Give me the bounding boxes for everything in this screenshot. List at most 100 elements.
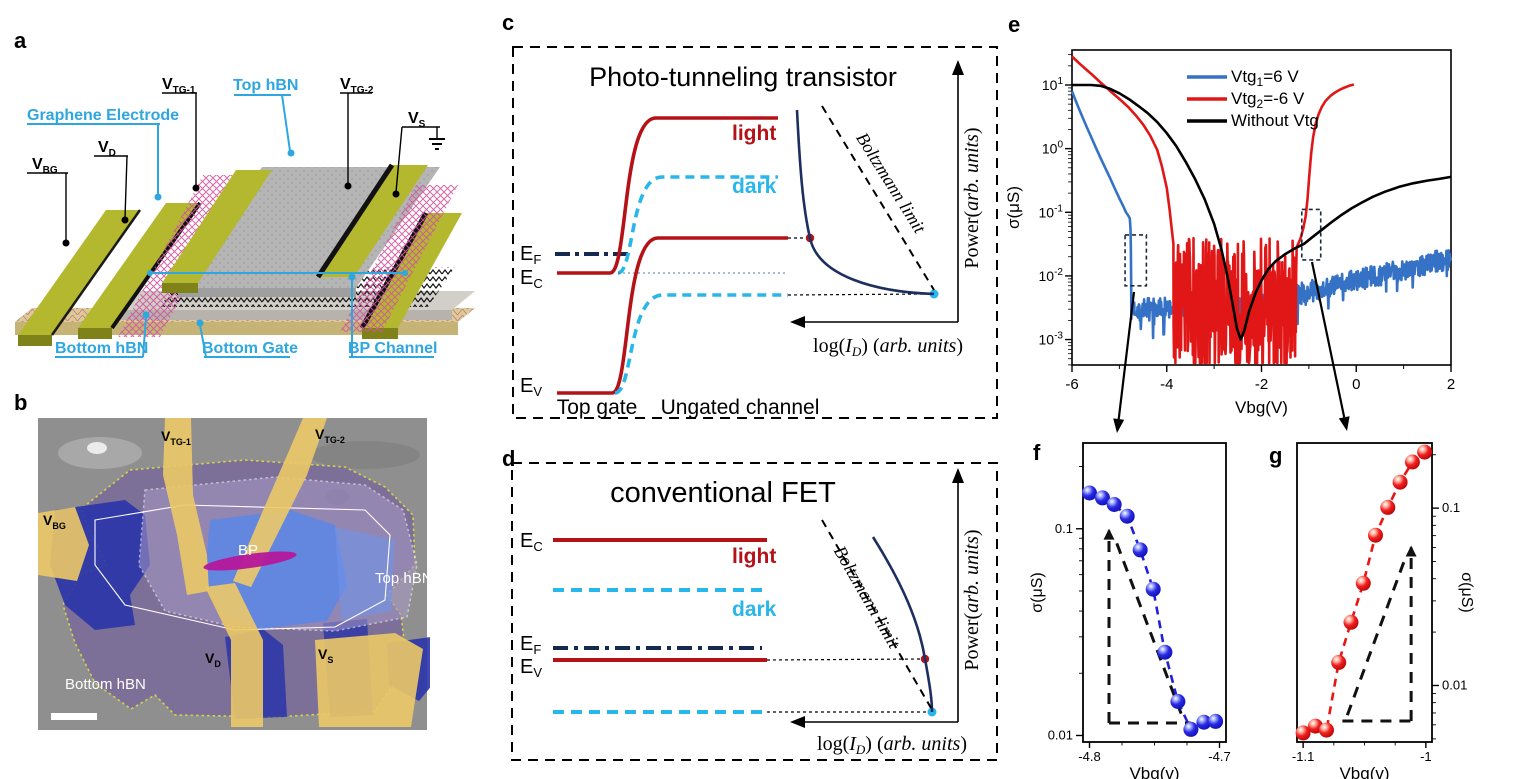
bp-pointer-dot-left xyxy=(147,270,153,276)
vtg2-strip xyxy=(233,418,327,587)
vbg-electrode-front xyxy=(18,335,52,346)
top-gate-region-label: Top gate xyxy=(557,396,638,419)
valence-dark-curve xyxy=(614,293,788,395)
conduction-light-curve xyxy=(557,116,778,275)
vbg-electrode xyxy=(18,210,140,335)
f-data-point xyxy=(1132,542,1148,558)
b-vd-label: VD xyxy=(205,650,221,669)
f-data-point xyxy=(1208,713,1224,729)
d-power-axis-arrow xyxy=(952,468,964,483)
g-data-point xyxy=(1417,444,1433,460)
e-x-tick-label: -4 xyxy=(1160,376,1173,393)
vbg-label: VBG xyxy=(32,156,58,176)
f-y-tick-label: 0.1 xyxy=(1055,521,1073,536)
top-hbn-label: Top hBN xyxy=(233,77,298,94)
panel-c-title: Photo-tunneling transistor xyxy=(589,62,897,92)
g-data-point xyxy=(1343,614,1359,630)
vd-electrode xyxy=(78,203,200,328)
c-light-label: light xyxy=(732,122,776,145)
ec-label: EC xyxy=(520,267,543,291)
b-vtg2-label: VTG-2 xyxy=(315,426,345,445)
vtg1-label: VTG-1 xyxy=(162,76,196,96)
bottom-hbn-label: Bottom hBN xyxy=(55,340,148,357)
g-y-tick-label: 0.1 xyxy=(1442,500,1460,515)
g-x-axis-label: Vbg(v) xyxy=(1339,764,1389,779)
conduction-dark-curve xyxy=(617,175,778,275)
e-x-tick-label: 2 xyxy=(1447,376,1455,393)
vtg1-electrode-front xyxy=(162,283,198,293)
vtg1-electrode xyxy=(162,170,272,283)
e-series-WithoutVtg xyxy=(1072,83,1452,341)
e-x-tick-label: -6 xyxy=(1065,376,1078,393)
g-y-axis-label: σ(μS) xyxy=(1458,572,1475,612)
power-axis-arrow xyxy=(952,60,964,75)
bpchannel-dot xyxy=(348,273,356,281)
vtg1-contact-dot xyxy=(192,184,200,192)
f-data-point xyxy=(1106,497,1122,512)
f-data-point xyxy=(1095,490,1110,506)
dark-connector xyxy=(787,293,929,296)
device-schematic: VBG VD VTG-1 Top hBN VTG-2 VS Graphene E… xyxy=(15,76,475,358)
bottomhbn-dot xyxy=(142,311,150,319)
legend-label: Vtg2=-6 V xyxy=(1231,89,1305,111)
panel-c-border xyxy=(512,46,998,419)
e-x-axis-label: Vbg(V) xyxy=(1235,398,1288,417)
vtg2-electrode-edge xyxy=(315,163,395,279)
f-x-tick-label: -4.8 xyxy=(1078,749,1100,764)
zoom-chart-red: 0.1 0.01 -1.1 -1 Vbg(v) σ(μS) xyxy=(1292,442,1475,779)
vbg-contact-dot xyxy=(62,239,70,247)
light-blue-flake2 xyxy=(335,527,395,620)
vtg2-electrode xyxy=(318,165,428,277)
b-bp-label: BP xyxy=(238,542,258,559)
f-data-point xyxy=(1170,694,1186,709)
conventional-fet-diagram: conventional FET light dark EC EF EV Bol… xyxy=(511,462,998,761)
e-series-Vtg26V xyxy=(1071,55,1355,365)
device-micrograph: VTG-1 VTG-2 VBG BP Top hBN VD VS Bottom … xyxy=(38,418,430,730)
e-x-tick-label: -2 xyxy=(1255,376,1268,393)
bg-speck xyxy=(87,442,107,454)
g-data-point xyxy=(1392,474,1408,490)
e-y-tick-label: 100 xyxy=(1042,140,1064,157)
d-ev-label: EV xyxy=(520,656,542,680)
f-data-point xyxy=(1082,485,1097,501)
bottom-hbn-front xyxy=(115,310,452,320)
vtg1-strip xyxy=(163,418,209,595)
bottomgate-dot xyxy=(196,319,204,327)
vbg-strip xyxy=(38,507,89,581)
bp-pointer-dot-right xyxy=(402,270,408,276)
d-dark-label: dark xyxy=(732,598,777,621)
zoom-chart-blue: 0.1 0.01 -4.8 -4.7 Vbg(v) σ(μS) xyxy=(1030,442,1231,779)
e-y-tick-label: 10-2 xyxy=(1039,267,1064,284)
c-power-axis-label: Power(arb. units) xyxy=(961,127,983,268)
e-y-tick-label: 10-1 xyxy=(1039,203,1064,220)
g-data-point xyxy=(1380,499,1396,515)
vs-label: VS xyxy=(408,110,426,130)
g-trend-line xyxy=(1302,451,1426,735)
g-data-point xyxy=(1355,575,1371,591)
d-ec-label: EC xyxy=(520,530,543,554)
panel-c-tag: c xyxy=(502,10,515,35)
c-dark-label: dark xyxy=(732,175,777,198)
top-hbn-front xyxy=(178,288,356,297)
e-annotation-box xyxy=(1124,234,1148,287)
g-data-point xyxy=(1331,654,1347,670)
g-data-point xyxy=(1368,527,1383,543)
d-light-connector xyxy=(766,658,921,661)
d-boltzmann-label: Boltzmann limit xyxy=(830,542,905,652)
b-bottom-hbn-label: Bottom hBN xyxy=(65,676,146,693)
bottom-gate-label: Bottom Gate xyxy=(202,340,298,357)
d-current-axis-arrow xyxy=(790,716,805,728)
panel-g-tag: g xyxy=(1269,443,1283,468)
panel-d-title: conventional FET xyxy=(610,477,836,509)
f-data-point xyxy=(1183,721,1199,737)
boltzmann-limit-line xyxy=(821,105,935,291)
photo-tunneling-diagram: Photo-tunneling transistor light dark EF… xyxy=(512,46,998,419)
panel-d-tag: d xyxy=(502,446,516,471)
b-vs-label: VS xyxy=(318,646,333,665)
leader-lines xyxy=(27,92,445,242)
f-x-tick-label: -4.7 xyxy=(1208,749,1230,764)
bp-channel-label: BP Channel xyxy=(348,340,438,357)
g-data-point xyxy=(1319,722,1334,738)
d-power-axis-label: Power(arb. units) xyxy=(961,529,983,670)
g-slope-guide xyxy=(1345,555,1408,716)
